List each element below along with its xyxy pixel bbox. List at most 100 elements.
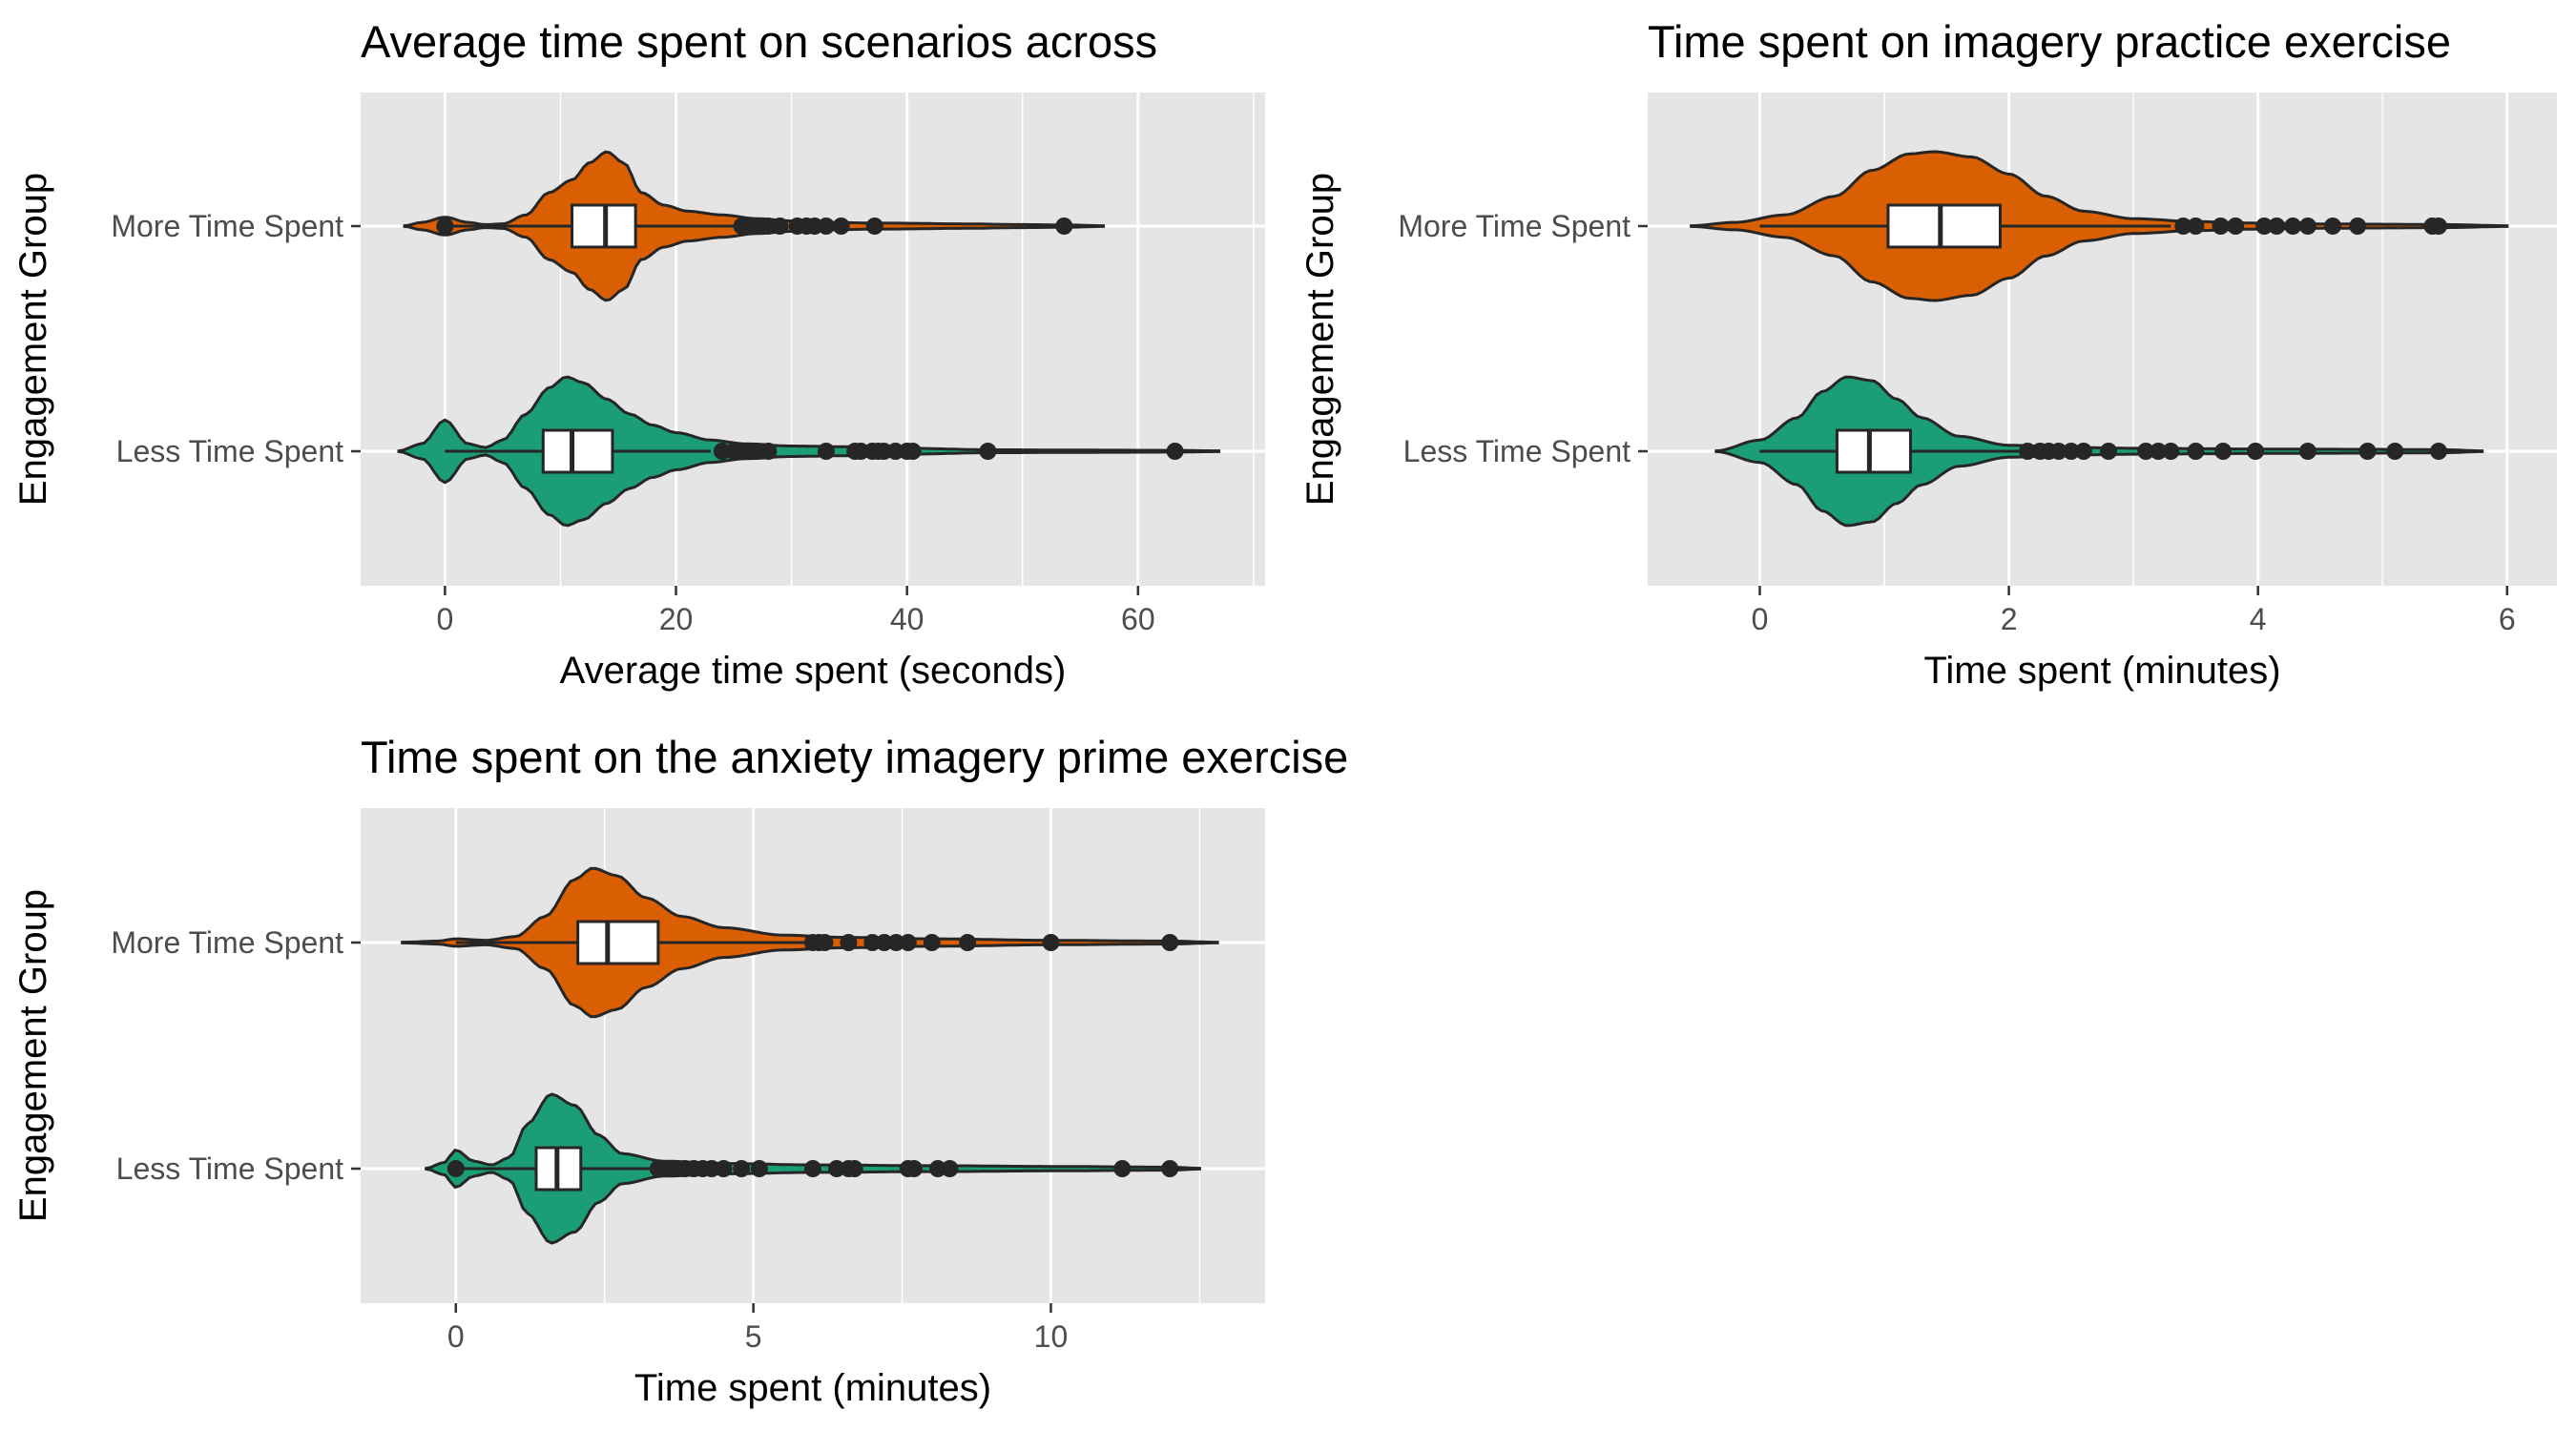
outlier-point [2298, 218, 2316, 235]
y-tick-label: Less Time Spent [116, 434, 343, 468]
outlier-point [2255, 218, 2274, 235]
y-tick-label: More Time Spent [111, 209, 343, 243]
outlier-point [2187, 443, 2205, 460]
outlier-point [2162, 443, 2180, 460]
series-less [397, 375, 1221, 528]
x-tick-label: 2 [2001, 602, 2018, 636]
y-tick-label: Less Time Spent [116, 1151, 343, 1186]
y-axis-title: Engagement Group [12, 889, 54, 1222]
x-tick-label: 60 [1121, 602, 1155, 636]
chart-panel-1: More Time Spent Less Time Spent 0 20 40 60 Ave… [12, 16, 1265, 692]
x-tick-label: 0 [436, 602, 453, 636]
plot-background [361, 808, 1265, 1303]
outlier-point [2100, 443, 2118, 460]
outlier-point [2049, 443, 2067, 460]
y-axis-title: Engagement Group [1299, 173, 1341, 506]
chart-panel-3: More Time Spent Less Time Spent 0 5 10 Time s… [12, 732, 1348, 1409]
y-axis-title: Engagement Group [12, 173, 54, 506]
x-axis-title: Average time spent (seconds) [560, 650, 1067, 692]
x-tick-label: 5 [745, 1319, 762, 1354]
outlier-point [863, 934, 882, 951]
outlier-point [845, 1160, 863, 1177]
outlier-point [875, 934, 893, 951]
iqr-box [541, 428, 614, 474]
series-more [1690, 150, 2509, 302]
outlier-point [2358, 443, 2377, 460]
outlier-point [887, 934, 905, 951]
x-tick-label: 4 [2250, 602, 2267, 636]
outlier-point [447, 1160, 465, 1177]
outlier-point [979, 443, 997, 460]
x-tick-label: 10 [1034, 1319, 1069, 1354]
outlier-point [2429, 443, 2447, 460]
outlier-point [904, 443, 922, 460]
outlier-point [771, 218, 789, 235]
x-axis-title: Time spent (minutes) [634, 1367, 991, 1409]
outlier-point [2062, 443, 2080, 460]
plot-background [1648, 93, 2557, 586]
outlier-point [2212, 218, 2230, 235]
outlier-point [2187, 218, 2205, 235]
series-less [1714, 375, 2484, 528]
x-tick-label: 0 [447, 1319, 465, 1354]
outlier-point [817, 443, 835, 460]
chart-title: Time spent on the anxiety imagery prime … [361, 732, 1348, 782]
outlier-point [733, 1160, 751, 1177]
outlier-point [2019, 443, 2037, 460]
outlier-point [959, 934, 977, 951]
outlier-point [2349, 218, 2367, 235]
outlier-point [759, 443, 778, 460]
outlier-point [2074, 443, 2092, 460]
y-tick-label: Less Time Spent [1403, 434, 1631, 468]
x-tick-label: 0 [1752, 602, 1769, 636]
outlier-point [923, 934, 941, 951]
chart-title: Time spent on imagery practice exercise [1648, 16, 2451, 67]
x-tick-label: 6 [2499, 602, 2516, 636]
plot-background [361, 93, 1265, 586]
iqr-box [1835, 428, 1912, 474]
outlier-point [2227, 218, 2245, 235]
outlier-point [840, 934, 858, 951]
violin-shape [1714, 375, 2484, 528]
series-more [403, 150, 1105, 302]
outlier-point [1055, 218, 1073, 235]
outlier-point [1161, 934, 1179, 951]
y-tick-label: More Time Spent [1398, 209, 1631, 243]
outlier-point [702, 1160, 720, 1177]
outlier-point [2247, 443, 2265, 460]
outlier-point [827, 1160, 845, 1177]
x-tick-label: 40 [890, 602, 924, 636]
iqr-box [1886, 203, 2002, 249]
iqr-box [576, 920, 660, 965]
outlier-point [2214, 443, 2233, 460]
outlier-point [750, 1160, 768, 1177]
outlier-point [2268, 218, 2286, 235]
y-tick-label: More Time Spent [111, 925, 343, 960]
outlier-point [899, 934, 917, 951]
outlier-point [1113, 1160, 1132, 1177]
series-less [425, 1092, 1201, 1245]
chart-title: Average time spent on scenarios across [361, 16, 1157, 67]
outlier-point [865, 218, 883, 235]
outlier-point [817, 218, 835, 235]
outlier-point [2174, 218, 2192, 235]
outlier-point [2137, 443, 2155, 460]
outlier-point [905, 1160, 924, 1177]
x-tick-label: 20 [659, 602, 694, 636]
outlier-point [832, 218, 850, 235]
violin-shape [397, 375, 1221, 528]
outlier-point [804, 1160, 821, 1177]
outlier-point [2298, 443, 2316, 460]
series-more [401, 866, 1219, 1019]
outlier-point [1042, 934, 1060, 951]
outlier-point [941, 1160, 959, 1177]
outlier-point [436, 218, 454, 235]
outlier-point [2386, 443, 2404, 460]
outlier-point [928, 1160, 946, 1177]
outlier-point [1161, 1160, 1179, 1177]
outlier-point [2429, 218, 2447, 235]
x-axis-title: Time spent (minutes) [1923, 650, 2280, 692]
outlier-point [715, 1160, 733, 1177]
outlier-point [2150, 443, 2168, 460]
outlier-point [2324, 218, 2342, 235]
